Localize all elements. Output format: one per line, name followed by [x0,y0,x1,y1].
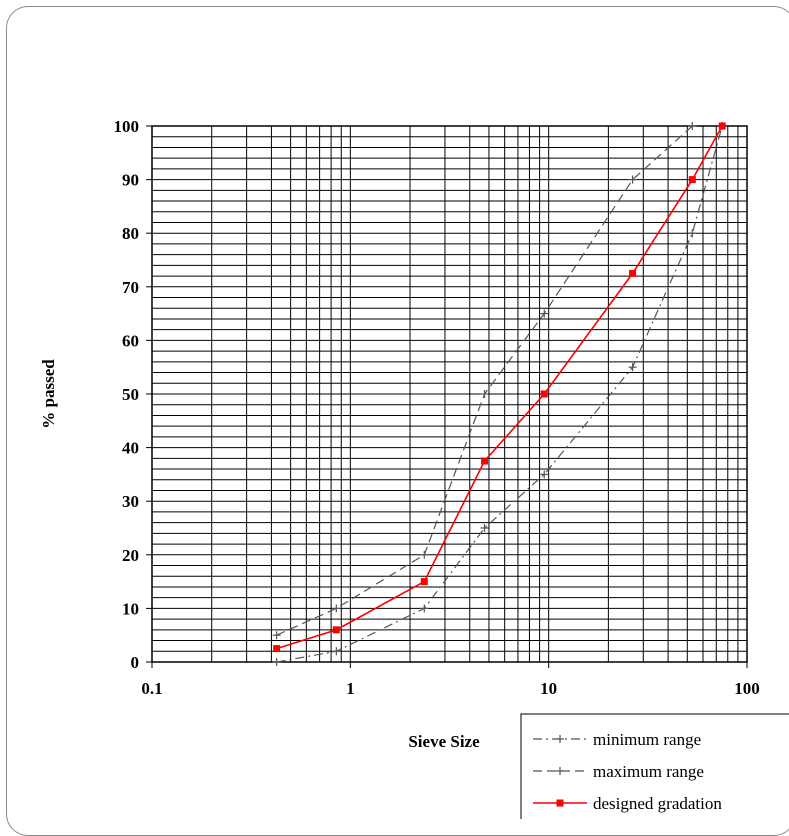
series-line-0 [276,126,723,662]
data-point [629,269,637,277]
data-point [628,363,637,372]
x-tick-label: 10 [540,679,557,698]
data-point [628,175,637,184]
data-point [272,631,281,640]
grid [151,125,747,663]
x-tick-label: 0.1 [141,679,162,698]
legend-marker [556,735,564,743]
y-tick-label: 10 [122,599,139,618]
legend-marker [556,799,564,807]
y-tick-label: 80 [122,224,139,243]
data-point [540,390,548,398]
y-axis-title: % passed [39,359,58,429]
series-line-1 [276,126,693,636]
legend-marker [556,767,564,775]
x-tick-label: 1 [346,679,355,698]
data-point [688,122,697,130]
legend-label: designed gradation [593,794,722,813]
data-point [540,309,549,318]
series-line-2 [276,126,723,650]
data-point [480,524,489,532]
data-point [540,470,549,479]
data-point [332,626,340,634]
gradation-chart: 0 10 20 30 40 50 60 70 80 90 100 0.1 1 10 100 % passe… [39,117,789,819]
x-axis-title: Sieve Size [408,732,480,751]
data-point [273,645,281,653]
y-tick-label: 0 [131,653,140,672]
series-markers [272,122,727,666]
y-tick-label: 90 [122,171,139,190]
data-point [688,176,696,184]
y-tick-label: 50 [122,385,139,404]
x-axis-ticks: 0.1 1 10 100 [141,662,760,698]
data-point [420,578,428,586]
legend-label: minimum range [593,730,701,749]
y-tick-label: 70 [122,278,139,297]
legend-box [520,713,789,819]
data-point [332,604,341,613]
y-tick-label: 20 [122,546,139,565]
data-point [718,122,726,130]
data-point [272,658,281,666]
legend-label: maximum range [593,762,704,781]
y-axis-ticks: 0 10 20 30 40 50 60 70 80 90 100 [114,117,152,672]
data-point [420,550,429,559]
data-point [332,647,341,656]
y-tick-label: 100 [114,117,140,136]
data-point [688,229,697,238]
data-point [481,457,489,465]
x-tick-label: 100 [734,679,760,698]
data-point [480,390,489,398]
legend: minimum range maximum range designed grada… [520,713,789,819]
data-point [420,604,429,613]
y-tick-label: 60 [122,331,139,350]
y-tick-label: 40 [122,439,139,458]
y-tick-label: 30 [122,492,139,511]
